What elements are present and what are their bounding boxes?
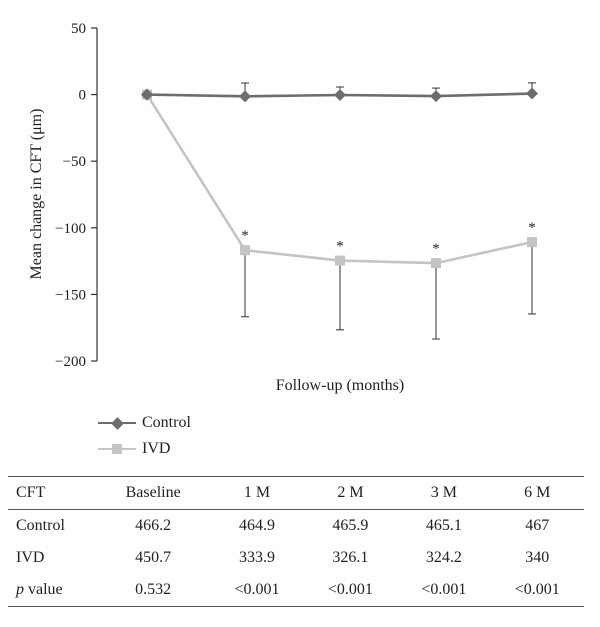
- y-tick-label: 50: [71, 21, 86, 37]
- row-label: IVD: [16, 549, 45, 566]
- table-cell: 465.1: [425, 517, 462, 534]
- data-point-ivd: [335, 255, 345, 266]
- table-row-p-value: p value 0.532 <0.001 <0.001 <0.001 <0.00…: [8, 574, 584, 607]
- table-cell: 0.532: [135, 581, 172, 598]
- legend-item-ivd: IVD: [98, 436, 191, 462]
- table-cell: 466.2: [135, 517, 172, 534]
- table-cell: 450.7: [135, 549, 172, 566]
- legend-label-control: Control: [142, 414, 191, 431]
- table-row-control: Control 466.2 464.9 465.9 465.1 467: [8, 510, 584, 543]
- p-symbol: p: [16, 581, 24, 598]
- legend-item-control: Control: [98, 410, 191, 436]
- table-row-ivd: IVD 450.7 333.9 326.1 324.2 340: [8, 542, 584, 574]
- table-header-cell: CFT: [16, 484, 46, 501]
- table-header-cell: Baseline: [125, 484, 181, 501]
- table-header-row: CFT Baseline 1 M 2 M 3 M 6 M: [8, 476, 584, 510]
- data-point-ivd: [431, 258, 441, 269]
- ivd-legend-swatch: [98, 441, 136, 457]
- y-tick-label: −200: [55, 354, 86, 370]
- data-point-ivd: [240, 245, 250, 256]
- table-cell: 467: [525, 517, 550, 534]
- control-legend-swatch: [98, 415, 136, 431]
- series-control: [141, 82, 538, 103]
- data-point-control: [239, 90, 251, 103]
- table-header-cell: 3 M: [430, 484, 457, 501]
- significance-marker: *: [241, 228, 249, 244]
- y-tick-label: 0: [79, 88, 87, 104]
- y-tick-label: −50: [63, 154, 86, 170]
- significance-marker: *: [336, 239, 344, 255]
- table-cell: 326.1: [332, 549, 369, 566]
- y-tick-label: −100: [55, 221, 86, 237]
- p-label-rest: value: [24, 581, 63, 598]
- table-cell: <0.001: [234, 581, 280, 598]
- series-group: * * * *: [141, 82, 538, 340]
- line-chart: 50 0 −50 −100 −150 −200 * * * * Mean change in C…: [28, 21, 538, 394]
- table-cell: 324.2: [425, 549, 462, 566]
- legend-label-ivd: IVD: [142, 440, 171, 457]
- table-header-cell: 2 M: [337, 484, 364, 501]
- data-point-control: [526, 87, 538, 100]
- legend: Control IVD: [98, 410, 191, 462]
- row-label: p value: [8, 574, 96, 607]
- data-point-control: [141, 88, 153, 101]
- significance-marker: *: [528, 220, 536, 236]
- data-point-ivd: [527, 237, 537, 248]
- table-cell: <0.001: [421, 581, 467, 598]
- row-label: Control: [16, 517, 65, 534]
- table-cell: 340: [525, 549, 550, 566]
- data-point-control: [430, 90, 442, 103]
- table-cell: <0.001: [514, 581, 560, 598]
- y-axis-title: Mean change in CFT (μm): [28, 109, 45, 280]
- y-axis: 50 0 −50 −100 −150 −200: [55, 21, 98, 370]
- y-tick-label: −150: [55, 287, 86, 303]
- table-cell: 465.9: [332, 517, 369, 534]
- series-ivd: * * * *: [142, 89, 537, 340]
- significance-marker: *: [432, 241, 440, 257]
- table-cell: <0.001: [327, 581, 373, 598]
- cft-table: CFT Baseline 1 M 2 M 3 M 6 M Control 466…: [8, 476, 584, 607]
- data-point-control: [334, 88, 346, 101]
- table-header-cell: 6 M: [524, 484, 551, 501]
- table-header-cell: 1 M: [243, 484, 271, 501]
- table-cell: 464.9: [239, 517, 275, 534]
- x-axis-title: Follow-up (months): [276, 377, 404, 394]
- table-cell: 333.9: [239, 549, 275, 566]
